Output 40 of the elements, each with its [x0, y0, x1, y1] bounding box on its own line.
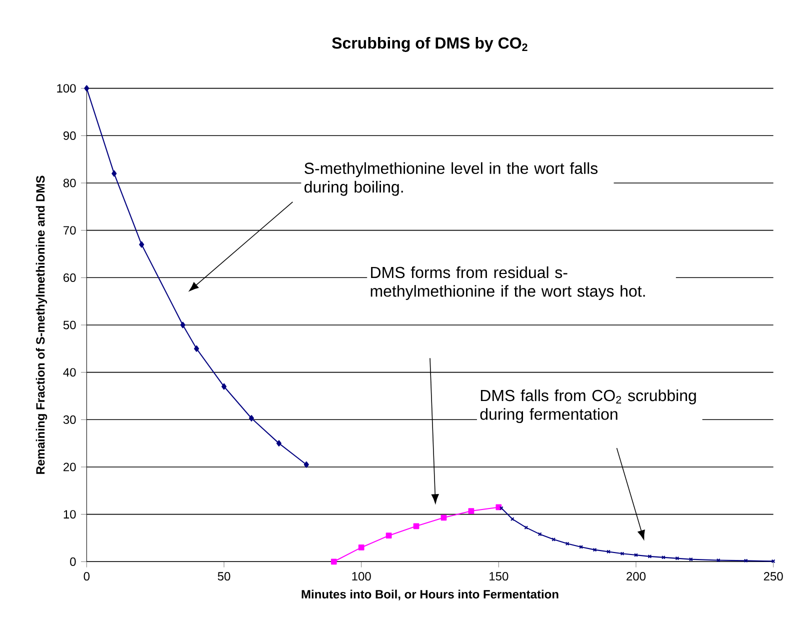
point: [358, 544, 364, 550]
point: [112, 170, 117, 177]
y-tick-label: 60: [64, 273, 76, 282]
y-tick-label: 80: [63, 178, 76, 188]
y-tick-label: 50: [63, 320, 76, 330]
y-tick-label: 10: [64, 510, 76, 519]
point: [606, 550, 610, 554]
x-tick-label: 200: [626, 572, 646, 581]
x-axis-title: Minutes into Boil, or Hours into Fermentation: [302, 590, 558, 600]
y-axis-title: Remaining Fraction of S-methylmethionine and DMS: [36, 176, 48, 474]
x-tick-label: 250: [764, 572, 783, 581]
y-tick-label: 40: [63, 368, 76, 377]
point: [648, 554, 652, 558]
point: [304, 461, 309, 468]
point: [248, 415, 254, 422]
point: [413, 523, 420, 530]
point: [221, 383, 227, 390]
annotation: DMS forms from residual s-methylmethionine if the wort stays hot.: [370, 266, 645, 300]
y-tick-label: 100: [57, 84, 76, 93]
point: [276, 440, 282, 447]
y-tick-label: 20: [64, 462, 76, 472]
y-tick-label: 30: [63, 415, 76, 424]
point: [180, 322, 186, 328]
point: [330, 558, 337, 565]
chart-title: Scrubbing of DMS by CO$_{2}$: [332, 36, 528, 52]
point: [386, 532, 392, 539]
annotation: DMS falls from CO$_{2}$ scrubbing during fermentation: [480, 389, 696, 424]
annotation: S-methylmethionine level in the wort falls during boiling.: [304, 162, 598, 196]
y-tick-label: 90: [63, 131, 76, 140]
y-tick-label: 70: [64, 226, 76, 235]
y-tick-label: 0: [70, 557, 76, 566]
x-tick-label: 100: [352, 572, 371, 581]
point: [194, 345, 200, 352]
x-tick-label: 50: [218, 572, 230, 581]
point: [139, 241, 144, 248]
point: [468, 508, 474, 514]
point: [440, 514, 447, 521]
x-tick-label: 0: [84, 572, 90, 581]
point: [84, 85, 90, 92]
x-tick-label: 150: [490, 572, 508, 581]
